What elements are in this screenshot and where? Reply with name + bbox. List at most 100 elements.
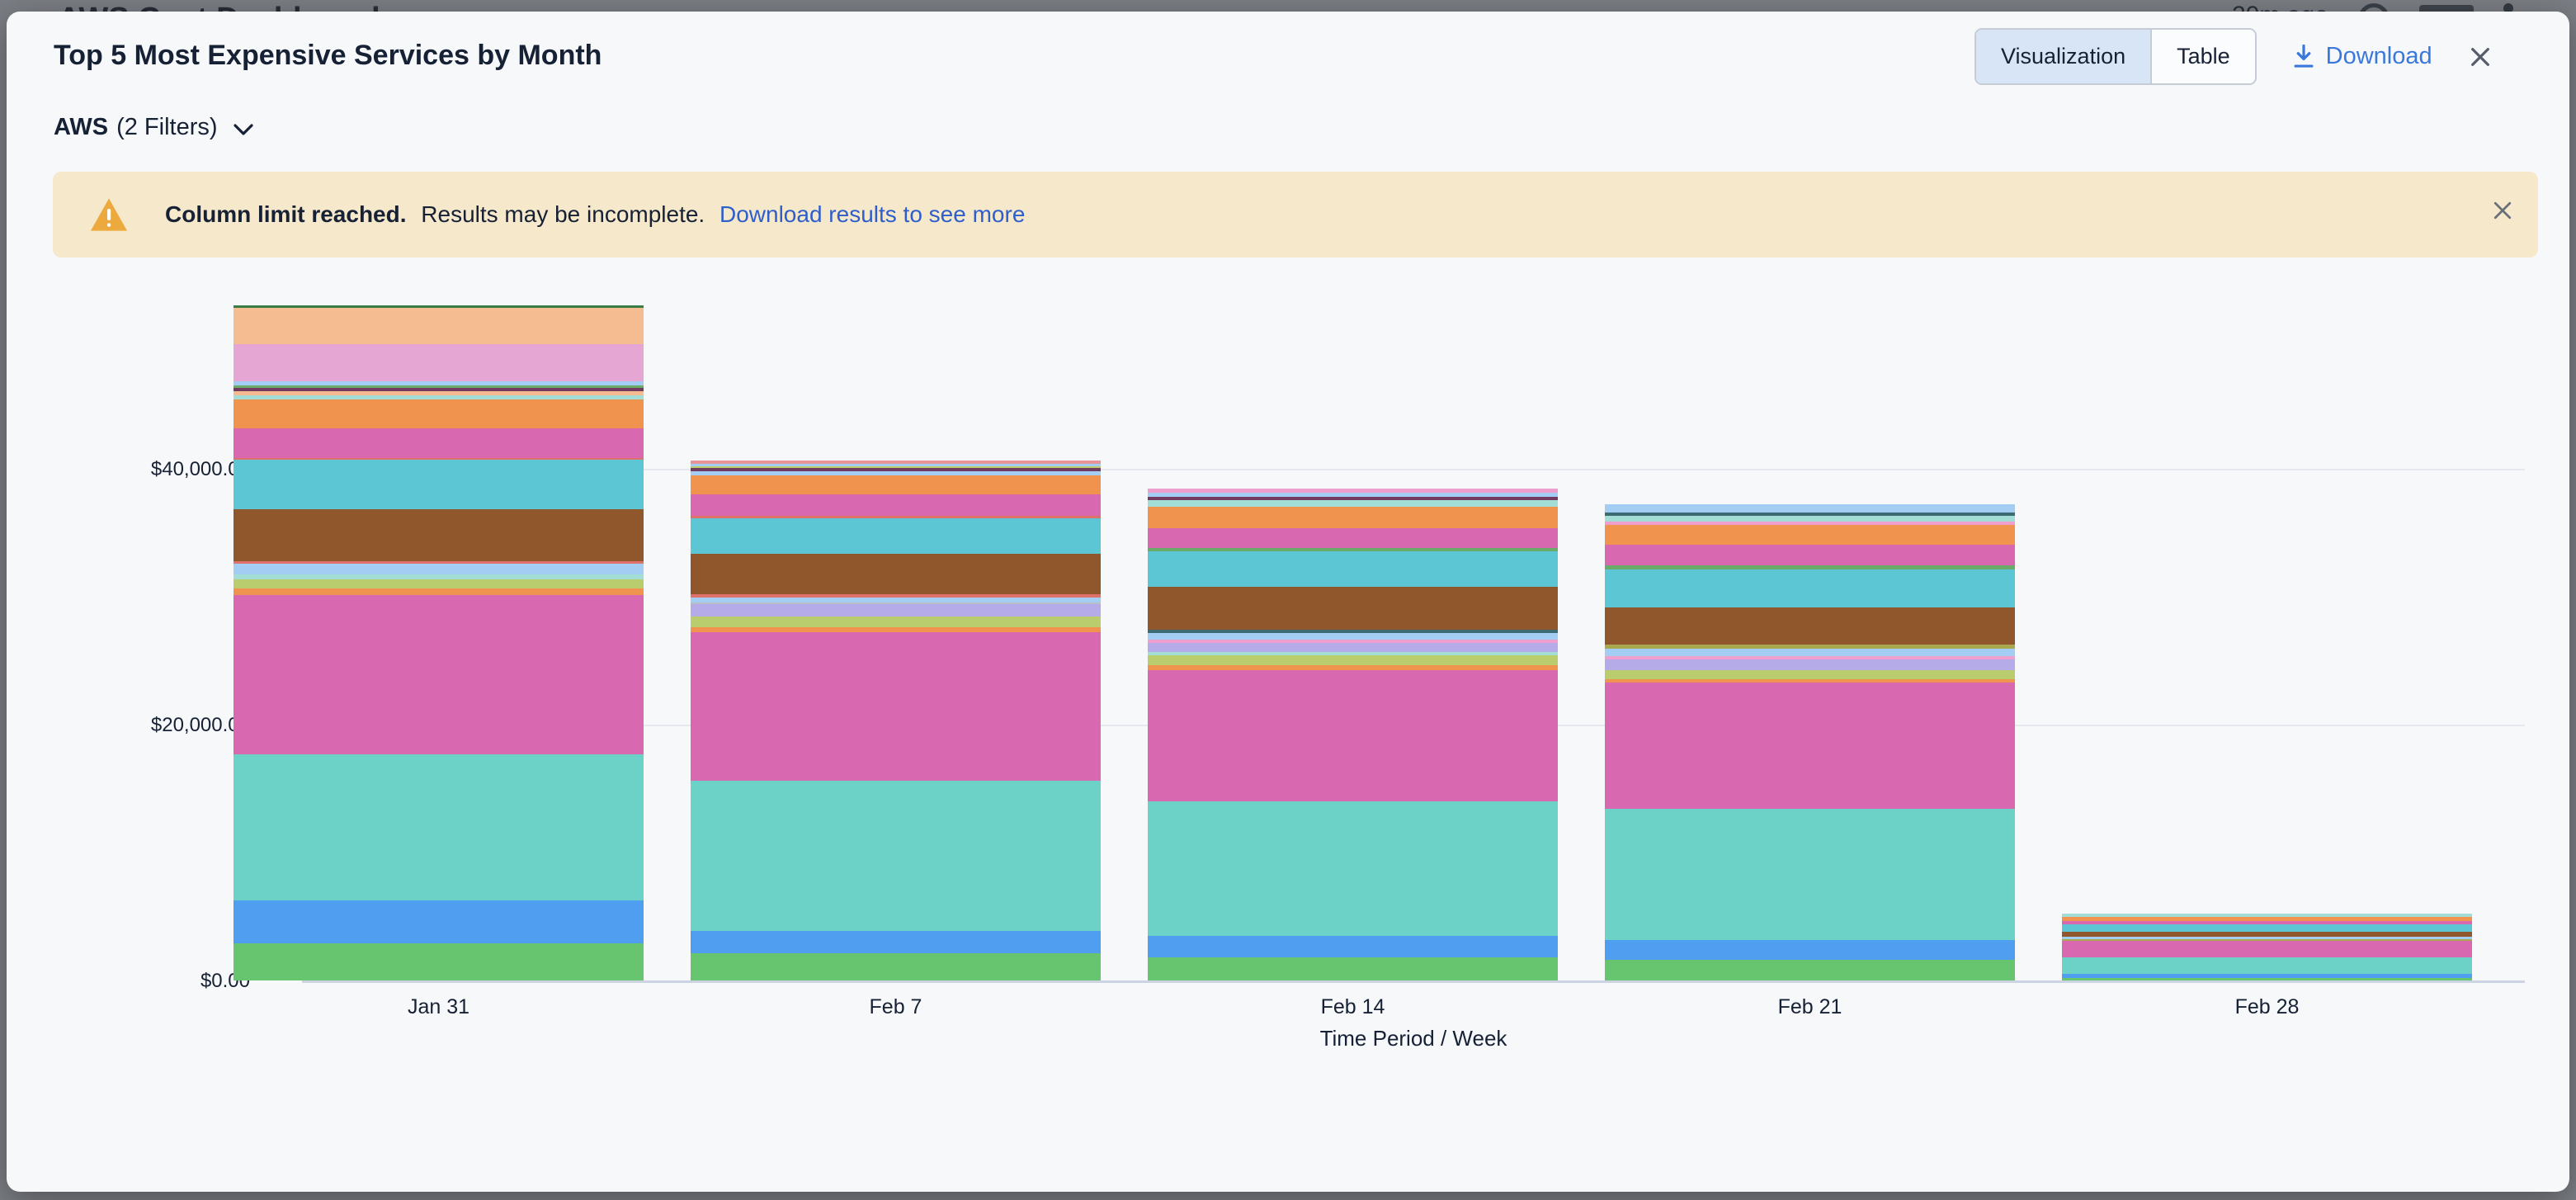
bar-segment[interactable] bbox=[1605, 565, 2015, 569]
bar-segment[interactable] bbox=[1605, 682, 2015, 809]
bar-segment[interactable] bbox=[1148, 639, 1558, 644]
bar-segment[interactable] bbox=[1148, 643, 1558, 653]
bar-segment[interactable] bbox=[234, 588, 644, 595]
bar-segment[interactable] bbox=[1605, 524, 2015, 546]
modal-close-button[interactable] bbox=[2467, 44, 2493, 70]
bar-segment[interactable] bbox=[1605, 569, 2015, 608]
bar-segment[interactable] bbox=[1148, 633, 1558, 640]
bar-segment[interactable] bbox=[1148, 587, 1558, 630]
bar-segment[interactable] bbox=[1148, 551, 1558, 588]
bar-segment[interactable] bbox=[691, 598, 1101, 603]
bar-segment[interactable] bbox=[1148, 801, 1558, 936]
bar-segment[interactable] bbox=[1605, 515, 2015, 522]
bar-segment[interactable] bbox=[2062, 924, 2472, 932]
bar-segment[interactable] bbox=[234, 385, 644, 388]
bar-segment[interactable] bbox=[1605, 809, 2015, 940]
bar-segment[interactable] bbox=[234, 594, 644, 755]
bar-segment[interactable] bbox=[1605, 669, 2015, 680]
bar-segment[interactable] bbox=[234, 308, 644, 345]
bar-segment[interactable] bbox=[691, 930, 1101, 954]
bar-segment[interactable] bbox=[2062, 977, 2472, 980]
bar-segment[interactable] bbox=[2062, 917, 2472, 922]
bar-segment[interactable] bbox=[1605, 512, 2015, 516]
bar-segment[interactable] bbox=[234, 381, 644, 386]
bar-segment[interactable] bbox=[691, 626, 1101, 633]
bar-segment[interactable] bbox=[2062, 938, 2472, 942]
bar-segment[interactable] bbox=[1148, 652, 1558, 656]
bar-segment[interactable] bbox=[1148, 935, 1558, 957]
bar-segment[interactable] bbox=[1605, 679, 2015, 683]
banner-close-button[interactable] bbox=[2490, 198, 2515, 223]
bar-segment[interactable] bbox=[234, 560, 644, 564]
bar-segment[interactable] bbox=[234, 428, 644, 458]
bar-segment[interactable] bbox=[691, 464, 1101, 467]
bar-segment[interactable] bbox=[2062, 941, 2472, 958]
bar-segment[interactable] bbox=[1605, 960, 2015, 980]
filter-dropdown[interactable]: AWS (2 Filters) bbox=[54, 114, 254, 141]
bar-segment[interactable] bbox=[2062, 921, 2472, 925]
bar-segment[interactable] bbox=[2062, 974, 2472, 978]
download-button[interactable]: Download bbox=[2291, 43, 2432, 70]
bar-segment[interactable] bbox=[2062, 914, 2472, 918]
bar-segment[interactable] bbox=[1605, 545, 2015, 566]
bar-segment[interactable] bbox=[691, 468, 1101, 472]
bar-segment[interactable] bbox=[234, 754, 644, 901]
bar-segment[interactable] bbox=[1148, 499, 1558, 507]
bar-segment[interactable] bbox=[1148, 665, 1558, 671]
bar-segment[interactable] bbox=[691, 494, 1101, 516]
bar-segment[interactable] bbox=[1148, 496, 1558, 500]
bar-segment[interactable] bbox=[234, 457, 644, 461]
bar-segment[interactable] bbox=[691, 466, 1101, 469]
x-axis-tick-label: Feb 28 bbox=[2234, 995, 2300, 1018]
bar-segment[interactable] bbox=[234, 399, 644, 429]
bar-segment[interactable] bbox=[234, 305, 644, 309]
bar-segment[interactable] bbox=[1148, 506, 1558, 528]
bar-segment[interactable] bbox=[691, 604, 1101, 617]
tab-visualization[interactable]: Visualization bbox=[1976, 30, 2151, 83]
bar-segment[interactable] bbox=[2062, 931, 2472, 937]
bar-segment[interactable] bbox=[1605, 649, 2015, 656]
bar-segment[interactable] bbox=[1148, 655, 1558, 666]
bar-segment[interactable] bbox=[691, 617, 1101, 627]
bar-segment[interactable] bbox=[691, 461, 1101, 465]
bar-segment[interactable] bbox=[691, 475, 1101, 495]
bar-segment[interactable] bbox=[2062, 936, 2472, 939]
download-results-link[interactable]: Download results to see more bbox=[719, 201, 1026, 227]
bar-segment[interactable] bbox=[1605, 504, 2015, 513]
bar-segment[interactable] bbox=[234, 390, 644, 395]
bar-segment[interactable] bbox=[1148, 489, 1558, 493]
bar-segment[interactable] bbox=[691, 517, 1101, 555]
bar-segment[interactable] bbox=[691, 593, 1101, 598]
bar-segment[interactable] bbox=[691, 515, 1101, 518]
tab-table[interactable]: Table bbox=[2150, 30, 2255, 83]
bar-segment[interactable] bbox=[234, 943, 644, 980]
bar-segment[interactable] bbox=[1605, 939, 2015, 961]
bar-segment[interactable] bbox=[234, 394, 644, 399]
bar-segment[interactable] bbox=[691, 602, 1101, 605]
bar-segment[interactable] bbox=[2062, 957, 2472, 975]
bar-segment[interactable] bbox=[234, 344, 644, 382]
bar-segment[interactable] bbox=[234, 574, 644, 579]
bar-segment[interactable] bbox=[691, 632, 1101, 781]
bar-segment[interactable] bbox=[1605, 607, 2015, 645]
bar-segment[interactable] bbox=[1148, 492, 1558, 497]
bar-segment[interactable] bbox=[1148, 670, 1558, 802]
bar-segment[interactable] bbox=[234, 900, 644, 944]
bar-segment[interactable] bbox=[1605, 522, 2015, 525]
bar-segment[interactable] bbox=[234, 579, 644, 588]
bar-segment[interactable] bbox=[691, 471, 1101, 476]
bar-segment[interactable] bbox=[1605, 659, 2015, 670]
bar-segment[interactable] bbox=[1148, 548, 1558, 552]
bar-segment[interactable] bbox=[691, 953, 1101, 980]
bar-segment[interactable] bbox=[234, 509, 644, 561]
bar-segment[interactable] bbox=[1605, 655, 2015, 659]
bar-segment[interactable] bbox=[1605, 645, 2015, 650]
bar-segment[interactable] bbox=[234, 563, 644, 575]
bar-segment[interactable] bbox=[1148, 629, 1558, 634]
bar-segment[interactable] bbox=[691, 554, 1101, 594]
bar-segment[interactable] bbox=[234, 387, 644, 391]
bar-segment[interactable] bbox=[1148, 527, 1558, 549]
bar-segment[interactable] bbox=[234, 460, 644, 510]
bar-segment[interactable] bbox=[691, 780, 1101, 931]
bar-segment[interactable] bbox=[1148, 957, 1558, 980]
